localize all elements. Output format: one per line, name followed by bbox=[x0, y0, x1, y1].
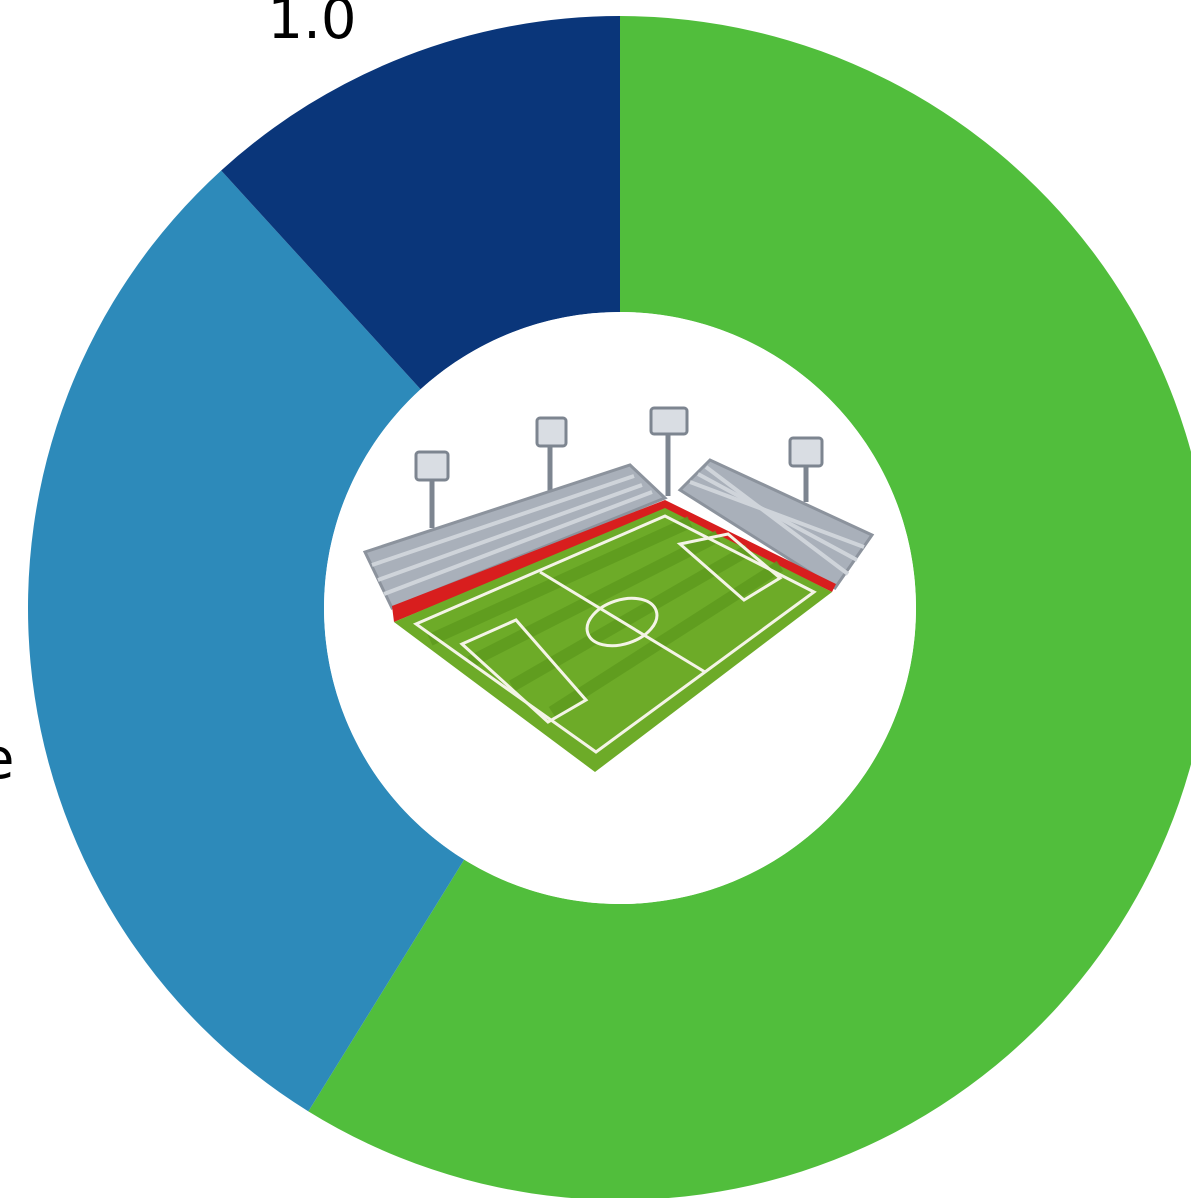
slice-labels: 1.0 e bbox=[0, 0, 357, 792]
donut-slice-1 bbox=[28, 170, 465, 1112]
donut-slices bbox=[28, 15, 1191, 1198]
donut-slice-0 bbox=[308, 16, 1191, 1198]
slice-label-0: 1.0 bbox=[267, 0, 356, 52]
slice-label-1: e bbox=[0, 727, 14, 792]
donut-slice-2 bbox=[221, 15, 620, 390]
soccer-stadium-icon bbox=[362, 406, 875, 772]
